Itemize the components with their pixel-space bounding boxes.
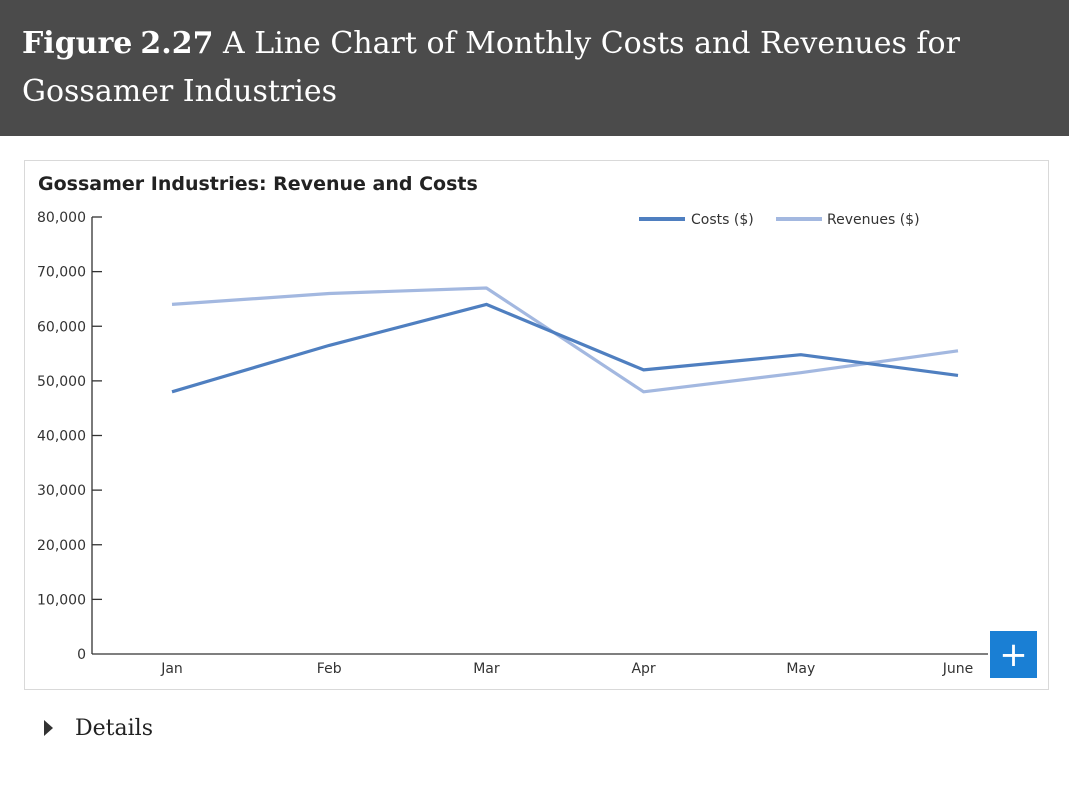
y-tick-label: 70,000 [37,265,86,281]
y-axis: 0 10,000 20,000 30,000 40,000 50,000 60,000 70,… [37,210,102,663]
caret-right-icon [44,720,53,736]
series-lines [171,286,959,394]
y-tick-label: 20,000 [37,538,86,554]
y-tick-label: 60,000 [37,319,86,335]
x-axis: Jan Feb Mar Apr May June [92,653,988,677]
y-tick-label: 10,000 [37,592,86,608]
x-tick-label: Apr [631,661,655,677]
y-tick-label: 40,000 [37,429,86,445]
x-tick-label: June [942,661,974,677]
figure-label: Figure [22,26,133,61]
figure-header: Figure 2.27 A Line Chart of Monthly Costs… [0,0,1069,136]
y-tick-label: 30,000 [37,483,86,499]
chart-title: Gossamer Industries: Revenue and Costs [38,173,478,195]
y-tick-label: 0 [77,647,86,663]
x-tick-label: Mar [473,661,500,677]
legend-label: Revenues ($) [827,212,920,228]
figure-number: 2.27 [140,26,214,61]
x-tick-label: Jan [160,661,183,677]
y-tick-label: 80,000 [37,210,86,226]
details-label: Details [75,715,153,741]
series-line [171,302,959,394]
legend-label: Costs ($) [691,212,754,228]
series-line [171,286,959,394]
x-tick-label: May [786,661,815,677]
line-chart: Gossamer Industries: Revenue and Costs 0… [37,173,988,677]
legend: Costs ($) Revenues ($) [639,212,920,228]
chart-frame: Gossamer Industries: Revenue and Costs 0… [24,160,1049,690]
x-tick-label: Feb [317,661,342,677]
expand-button[interactable]: + [990,631,1037,678]
figure-caption: A Line Chart of Monthly Costs and Revenu… [22,26,960,109]
details-toggle[interactable]: Details [44,710,153,746]
y-tick-label: 50,000 [37,374,86,390]
plus-icon: + [999,634,1028,675]
